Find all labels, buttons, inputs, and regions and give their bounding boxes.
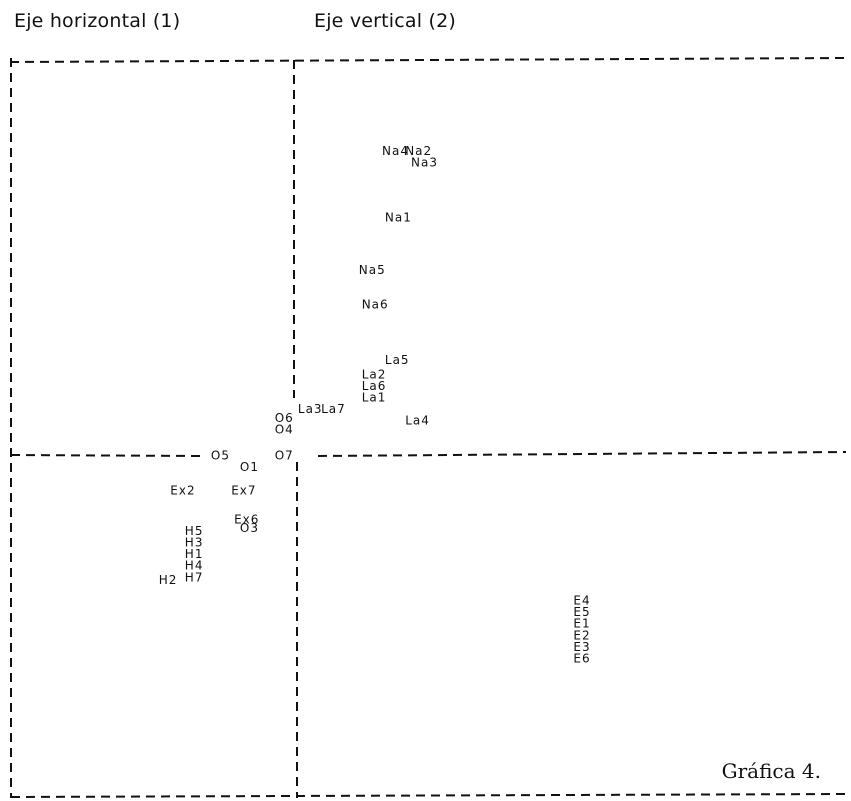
point-label-o1: O1 xyxy=(240,460,259,474)
point-label-h3: H3 xyxy=(185,536,204,550)
point-label-ex7: Ex7 xyxy=(231,483,256,497)
axis-horizontal-right xyxy=(317,451,847,457)
point-label-e2: E2 xyxy=(573,628,590,642)
point-label-e5: E5 xyxy=(573,605,590,619)
point-label-na5: Na5 xyxy=(359,263,386,277)
point-label-h5: H5 xyxy=(185,524,204,538)
point-label-na6: Na6 xyxy=(362,298,389,312)
point-label-ex6: Ex6 xyxy=(234,512,259,526)
frame-top xyxy=(9,57,846,63)
point-label-e6: E6 xyxy=(573,652,590,666)
x-axis-title: Eje horizontal (1) xyxy=(14,10,181,32)
point-label-la7: La7 xyxy=(321,402,346,416)
point-label-la3: La3 xyxy=(298,402,323,416)
frame-bottom xyxy=(10,793,846,798)
point-label-e4: E4 xyxy=(573,594,590,608)
axis-horizontal-left xyxy=(10,454,201,457)
point-label-la6: La6 xyxy=(362,379,387,393)
point-label-h2: H2 xyxy=(159,573,178,587)
point-label-e3: E3 xyxy=(573,640,590,654)
point-label-na2: Na2 xyxy=(405,144,432,158)
point-label-na1: Na1 xyxy=(385,211,412,225)
point-label-h4: H4 xyxy=(185,559,204,573)
figure-caption: Gráfica 4. xyxy=(721,759,821,783)
point-label-na3: Na3 xyxy=(411,156,438,170)
point-label-h1: H1 xyxy=(185,547,204,561)
point-label-la4: La4 xyxy=(405,414,430,428)
point-label-e1: E1 xyxy=(573,617,590,631)
point-label-la5: La5 xyxy=(385,353,410,367)
y-axis-title: Eje vertical (2) xyxy=(314,10,457,32)
point-label-o4: O4 xyxy=(275,422,294,436)
point-label-o5: O5 xyxy=(211,449,230,463)
point-label-la2: La2 xyxy=(362,367,387,381)
point-label-o6: O6 xyxy=(275,411,294,425)
point-label-h7: H7 xyxy=(185,570,204,584)
point-label-o7: O7 xyxy=(275,449,294,463)
point-label-ex2: Ex2 xyxy=(170,483,195,497)
point-label-na4: Na4 xyxy=(382,144,409,158)
point-label-la1: La1 xyxy=(362,391,387,405)
point-label-o3: O3 xyxy=(240,521,259,535)
